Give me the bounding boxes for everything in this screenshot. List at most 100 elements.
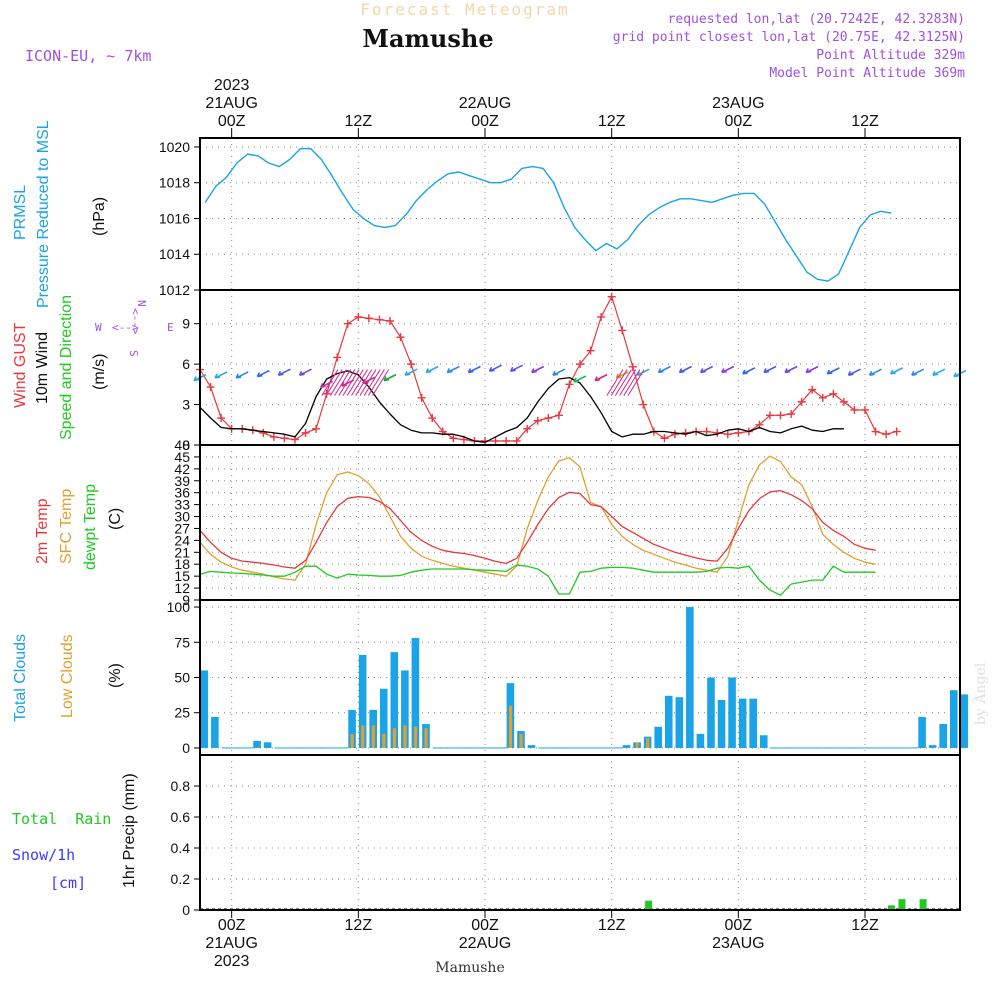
wind-hatch bbox=[372, 369, 390, 396]
wind-hatch bbox=[627, 369, 645, 396]
pressure-tick-label: 1012 bbox=[159, 282, 190, 298]
cloud-labels: Total Clouds Low Clouds (%) bbox=[12, 634, 124, 722]
product-title: Forecast Meteogram bbox=[360, 0, 569, 19]
gust-marker bbox=[343, 319, 352, 328]
temp-tick-label: 12 bbox=[174, 580, 190, 596]
wind-hatch bbox=[329, 369, 347, 396]
wind-tick-label: 6 bbox=[182, 356, 190, 372]
precip-labels: Total Rain Snow/1h [cm] 1hr Precip (mm) bbox=[12, 773, 138, 892]
wind-arrow bbox=[721, 365, 735, 374]
temp-tick-label: 18 bbox=[174, 556, 190, 572]
low-cloud-bar bbox=[392, 728, 396, 748]
precip-tick-label: 0.2 bbox=[171, 871, 191, 887]
wind-hatch bbox=[363, 369, 381, 396]
low-cloud-bar bbox=[413, 726, 418, 748]
compass-arrows-v: <--> bbox=[129, 308, 142, 335]
rain-bar bbox=[919, 899, 927, 910]
gust-marker bbox=[544, 414, 553, 423]
t2m-line bbox=[199, 490, 876, 569]
gust-marker bbox=[217, 414, 226, 423]
wind-arrow bbox=[425, 365, 439, 374]
low-cloud-bar bbox=[403, 725, 407, 748]
total-cloud-bar bbox=[348, 709, 356, 748]
temp-tick-label: 9 bbox=[182, 592, 190, 608]
dewpt-line bbox=[199, 564, 876, 596]
gust-marker bbox=[660, 434, 669, 443]
footer-location: Mamushe bbox=[435, 960, 504, 976]
compass-s: S bbox=[127, 350, 140, 357]
wind-arrow bbox=[488, 364, 502, 372]
total-cloud-bar bbox=[664, 695, 673, 748]
top-time-label: 12Z bbox=[345, 113, 373, 130]
credit-watermark: by Angel bbox=[973, 662, 989, 725]
temp-tick-label: 33 bbox=[174, 497, 190, 513]
temp-labels: 2m Temp SFC Temp dewpt Temp (C) bbox=[34, 484, 124, 570]
gust-marker bbox=[850, 405, 859, 414]
gust-marker bbox=[797, 397, 806, 406]
wind-arrow bbox=[319, 380, 334, 389]
temp-tick-label: 36 bbox=[174, 485, 190, 501]
gust-marker bbox=[808, 385, 817, 394]
temp-tick-label: 15 bbox=[174, 568, 190, 584]
temp-unit: (C) bbox=[107, 508, 124, 530]
wind-hatch bbox=[359, 369, 377, 396]
total-cloud-bar bbox=[211, 716, 219, 748]
low-cloud-bar bbox=[424, 728, 428, 748]
compass-e: E bbox=[167, 321, 174, 334]
compass-w: W bbox=[95, 321, 102, 334]
low-clouds-label: Low Clouds bbox=[59, 634, 76, 718]
gust-marker bbox=[818, 393, 827, 402]
top-time-label: 12Z bbox=[851, 113, 879, 130]
gust-marker bbox=[269, 432, 278, 441]
gust-marker bbox=[607, 292, 616, 301]
wind-arrow bbox=[826, 367, 840, 375]
total-cloud-bar bbox=[675, 697, 684, 748]
gust-marker bbox=[449, 434, 458, 443]
wind-arrow bbox=[678, 365, 692, 374]
gust-marker bbox=[861, 405, 869, 414]
gust-marker bbox=[322, 389, 331, 398]
gust-marker bbox=[396, 333, 405, 342]
wind-unit: (m/s) bbox=[91, 354, 108, 390]
wind-arrow bbox=[404, 368, 418, 377]
model-name: ICON-EU, ~ 7km bbox=[25, 47, 151, 65]
precip-tick-label: 0.6 bbox=[171, 809, 191, 825]
gust-marker bbox=[734, 428, 743, 437]
wind-arrow bbox=[805, 365, 819, 374]
bottom-time-label: 12Z bbox=[851, 917, 879, 934]
total-cloud-bar bbox=[379, 688, 388, 748]
total-cloud-bar bbox=[717, 700, 726, 748]
low-cloud-bar bbox=[508, 705, 513, 748]
gust-label: Wind GUST bbox=[12, 322, 29, 408]
gust-marker bbox=[565, 380, 574, 389]
wind-labels: Wind GUST 10m Wind Speed and Direction (… bbox=[12, 295, 108, 440]
wind-arrow bbox=[467, 365, 481, 374]
total-cloud-bar bbox=[654, 726, 662, 748]
wind-arrow bbox=[889, 367, 904, 375]
wind-arrow bbox=[235, 371, 249, 379]
gust-marker bbox=[428, 414, 437, 423]
total-cloud-bar bbox=[622, 745, 631, 748]
gust-marker bbox=[364, 314, 373, 323]
total-cloud-bar bbox=[527, 745, 536, 748]
data-layer bbox=[193, 147, 969, 911]
precip-unit: 1hr Precip (mm) bbox=[121, 773, 138, 888]
low-cloud-bar bbox=[361, 725, 365, 748]
gust-marker bbox=[354, 312, 363, 321]
top-time-label: 00Z bbox=[725, 113, 753, 130]
point-altitude: Point Altitude 329m bbox=[816, 48, 965, 63]
wind-hatch bbox=[606, 369, 624, 396]
wind-hatch bbox=[346, 369, 364, 396]
wind-arrow bbox=[763, 365, 777, 374]
gust-marker bbox=[787, 410, 796, 418]
wind-label: 10m Wind bbox=[34, 332, 51, 404]
compass-rose: W E N S <--> <--> bbox=[95, 300, 174, 357]
wind-arrow bbox=[911, 368, 925, 377]
total-cloud-bar bbox=[253, 740, 261, 748]
total-cloud-bar bbox=[390, 652, 399, 748]
total-cloud-bar bbox=[960, 694, 969, 748]
wind-arrow bbox=[742, 367, 756, 375]
gust-marker bbox=[502, 436, 511, 445]
gust-marker bbox=[206, 383, 215, 392]
